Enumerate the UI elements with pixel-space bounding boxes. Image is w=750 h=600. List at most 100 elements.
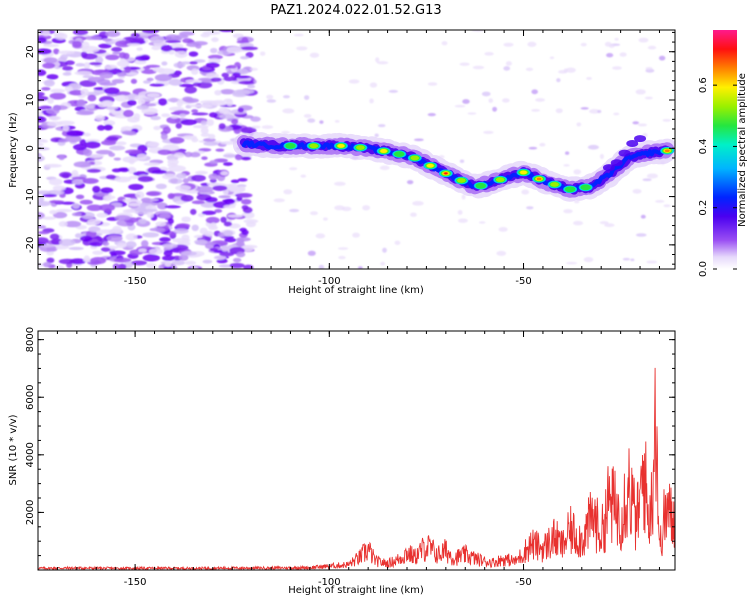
noise-blob: [49, 209, 58, 215]
noise-blob: [237, 107, 244, 113]
noise-blob: [100, 187, 114, 194]
noise-blob: [92, 185, 101, 193]
noise-blob: [46, 190, 65, 196]
noise-blob: [100, 247, 111, 252]
noise-blob: [84, 141, 101, 149]
noise-blob: [146, 93, 160, 98]
ridge-branch-blob: [634, 135, 647, 143]
noise-blob: [334, 205, 345, 211]
noise-blob: [162, 126, 171, 134]
noise-blob: [478, 221, 486, 224]
noise-blob: [195, 170, 208, 175]
noise-blob: [241, 198, 252, 205]
noise-blob: [79, 235, 93, 242]
noise-blob: [99, 82, 117, 86]
noise-blob: [62, 72, 72, 76]
noise-blob: [200, 201, 217, 208]
noise-blob: [42, 62, 56, 69]
noise-blob: [142, 254, 161, 262]
noise-blob: [251, 125, 261, 129]
noise-blob: [161, 61, 168, 66]
noise-blob: [155, 183, 167, 190]
noise-blob: [143, 162, 160, 166]
spectrogram-frame: [37, 29, 676, 270]
noise-blob: [182, 178, 190, 184]
noise-blob: [175, 223, 191, 229]
noise-blob: [229, 262, 245, 269]
noise-blob: [38, 111, 44, 117]
noise-blob: [503, 66, 511, 71]
noise-blob: [309, 52, 320, 58]
noise-blob: [58, 50, 75, 55]
noise-blob: [87, 94, 97, 102]
noise-blob: [210, 47, 218, 54]
noise-blob: [333, 181, 346, 186]
noise-blob: [191, 109, 199, 113]
noise-blob: [379, 165, 390, 171]
noise-blob: [128, 183, 144, 191]
noise-blob: [168, 50, 175, 55]
snr-x-tick-label: -100: [318, 577, 341, 588]
noise-blob: [358, 266, 363, 269]
noise-blob: [503, 42, 514, 47]
noise-blob: [484, 52, 494, 56]
noise-blob: [152, 67, 165, 73]
noise-blob: [149, 227, 166, 232]
noise-blob: [102, 38, 112, 42]
noise-blob: [190, 208, 197, 215]
colorbar-tick-label: 0.2: [698, 200, 709, 216]
noise-blob: [62, 66, 74, 71]
noise-blob: [62, 125, 70, 132]
noise-blob: [86, 204, 103, 212]
snr-y-tick-label: 6000: [25, 385, 36, 410]
snr-y-tick-label: 2000: [25, 500, 36, 525]
noise-blob: [240, 46, 258, 51]
noise-blob: [232, 257, 242, 263]
noise-blob: [273, 198, 285, 203]
noise-blob: [209, 222, 217, 229]
noise-blob: [38, 262, 44, 267]
noise-blob: [130, 78, 138, 84]
noise-blob: [176, 172, 187, 179]
noise-blob: [38, 200, 51, 207]
noise-blob: [84, 36, 102, 41]
noise-blob: [613, 112, 620, 116]
noise-blob: [137, 144, 148, 152]
noise-blob: [116, 60, 130, 67]
noise-blob: [249, 67, 258, 71]
noise-blob: [72, 40, 83, 48]
noise-blob: [66, 130, 84, 137]
noise-blob: [236, 196, 243, 202]
noise-blob: [164, 261, 172, 267]
noise-blob: [208, 173, 219, 180]
noise-blob: [205, 72, 219, 79]
noise-blob: [240, 127, 257, 134]
noise-blob: [223, 204, 236, 209]
noise-blob: [64, 220, 82, 228]
noise-blob: [318, 264, 325, 269]
noise-blob: [114, 176, 132, 183]
noise-blob: [44, 163, 62, 168]
noise-blob: [223, 98, 233, 103]
noise-blob: [303, 113, 312, 118]
noise-blob: [198, 148, 212, 152]
noise-blob: [238, 80, 255, 85]
noise-blob: [457, 218, 468, 223]
noise-blob: [283, 189, 293, 195]
noise-blob: [576, 122, 582, 127]
noise-blob: [539, 142, 546, 147]
noise-blob: [72, 179, 84, 185]
noise-blob: [174, 50, 188, 58]
noise-blob: [647, 45, 657, 50]
snr-x-label: Height of straight line (km): [288, 585, 424, 596]
spectrogram-x-tick-label: -150: [124, 276, 147, 287]
noise-blob: [454, 104, 466, 108]
noise-blob: [376, 61, 389, 65]
noise-blob: [472, 65, 485, 70]
noise-blob: [549, 56, 555, 60]
noise-blob: [191, 174, 206, 182]
ridge-branch-blob: [618, 149, 631, 157]
noise-blob: [223, 162, 233, 166]
noise-blob: [630, 258, 635, 262]
noise-blob: [130, 260, 148, 266]
